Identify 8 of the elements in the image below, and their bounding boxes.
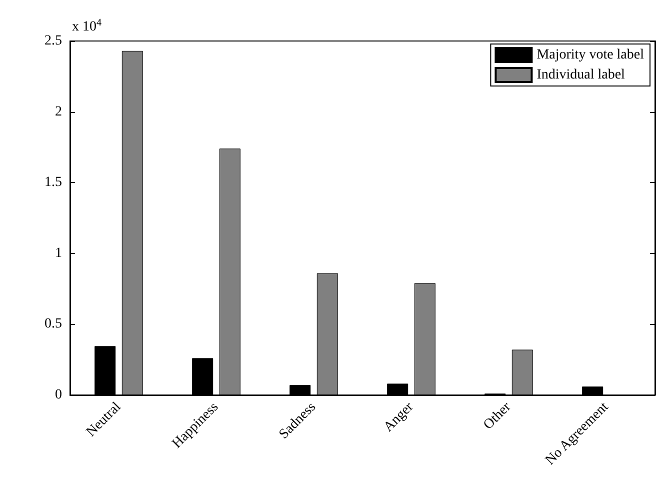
y-tick-label: 2: [55, 104, 62, 120]
y-tick-label: 1: [55, 246, 62, 261]
y-tick-label: 0: [55, 388, 62, 402]
y-tick-label: 1.5: [44, 175, 62, 190]
y-tick-label: 2.5: [44, 34, 62, 48]
legend-label: Individual label: [536, 68, 626, 82]
legend-label: Majority vote label: [536, 48, 644, 62]
y-tick-label: 0.5: [44, 316, 62, 332]
